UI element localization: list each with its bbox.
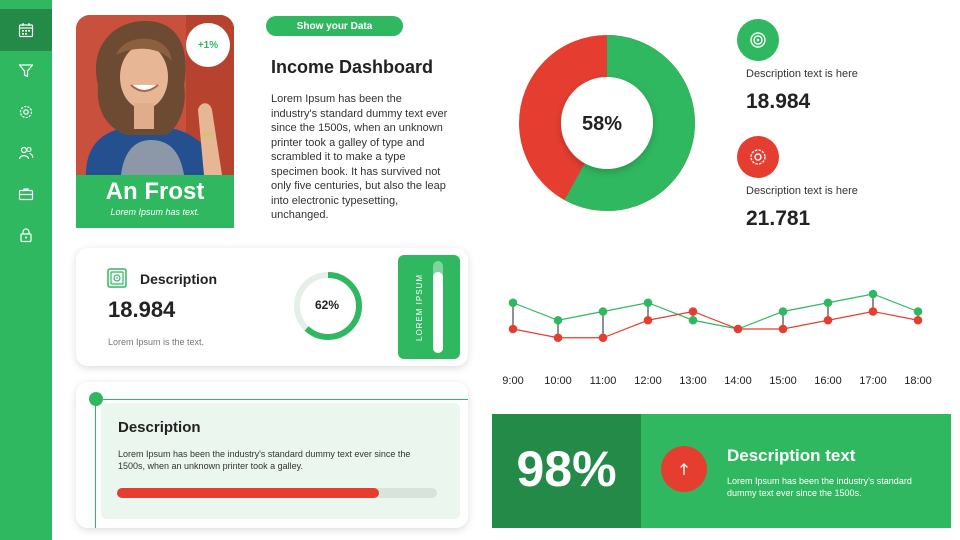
progress-ring-small [294,272,362,340]
vertical-progress-label-wrap: LOREM IPSUM [406,262,432,352]
card2-title: Description [118,419,201,436]
chart-point-series-1 [868,289,878,299]
chart-point-series-2 [913,315,923,325]
chart-x-tick-label: 17:00 [859,375,887,387]
page-title: Income Dashboard [271,57,434,77]
sidebar-item-briefcase[interactable] [0,173,52,215]
target-icon [750,32,766,48]
card2-accent-dot [89,392,103,406]
chart-point-series-1 [643,298,653,308]
stat-1-value: 18.984 [746,90,811,113]
card2-accent-line-horizontal [95,399,468,400]
sidebar-item-calendar[interactable] [0,9,52,51]
chart-point-series-1 [508,298,518,308]
users-icon [18,146,34,160]
sidebar-item-users[interactable] [0,132,52,174]
banner-text: Lorem Ipsum has been the industry's stan… [727,476,912,498]
chart-x-tick-label: 18:00 [904,375,932,387]
vertical-progress-label: LOREM IPSUM [414,273,424,341]
growth-badge: +1% [186,23,230,67]
profile-subtitle: Lorem Ipsum has text. [110,207,200,217]
gear-badge-icon [750,149,766,165]
chart-point-series-1 [688,315,698,325]
progress-ring-small-label: 62% [314,298,340,312]
vertical-progress-fill [433,272,443,353]
chart-x-tick-label: 15:00 [769,375,797,387]
vertical-progress-tile [398,255,460,359]
chart-x-tick-label: 12:00 [634,375,662,387]
chart-point-series-1 [913,307,923,316]
show-data-button[interactable]: Show your Data [266,16,403,36]
chart-point-series-2 [643,315,653,325]
chart-x-tick-label: 16:00 [814,375,842,387]
banner-percent-panel [492,414,641,528]
stat-2-value: 21.781 [746,207,811,230]
chart-x-tick-label: 10:00 [544,375,572,387]
arrow-up-icon [680,463,688,475]
card2-progress-track [117,488,437,498]
banner-percent: 98% [516,441,617,497]
up-arrow-badge [661,446,707,492]
lock-icon [20,228,32,243]
donut-center [561,77,653,169]
stat-1-desc: Description text is here [746,68,858,80]
sidebar-item-settings[interactable] [0,91,52,133]
chart-x-tick-label: 14:00 [724,375,752,387]
donut-label: 58% [581,113,623,135]
profile-name: An Frost [105,178,205,205]
donut-value-arc [519,35,695,211]
sidebar-item-filter[interactable] [0,50,52,92]
chart-point-series-2 [598,333,608,343]
line-chart: 9:00 10:00 11:00 12:00 13:00 14:00 15:00 16:00 1… [502,289,932,387]
chart-x-tick-label: 13:00 [679,375,707,387]
sidebar-item-lock[interactable] [0,214,52,256]
description-card-note: Lorem Ipsum is the text. [108,337,205,347]
chart-point-series-2 [688,307,698,316]
donut-chart [519,35,695,211]
chart-point-series-1 [598,307,608,316]
chart-point-series-2 [868,307,878,316]
stat-2-badge [737,136,779,178]
card2-inner-panel [101,403,460,519]
progress-ring-small-arc [294,272,362,340]
card2-accent-line-vertical [95,399,96,528]
chart-x-tick-label: 11:00 [590,375,617,387]
card2-text: Lorem Ipsum has been the industry's stan… [118,449,411,471]
description-card-title: Description [140,271,218,287]
chart-point-series-2 [553,333,563,343]
banner-title: Description text [727,446,856,465]
card2-progress-fill [117,488,380,498]
stat-1-badge [737,19,779,61]
chart-point-series-1 [823,298,833,308]
stat-2-desc: Description text is here [746,185,858,197]
chart-series-line-2 [512,310,919,339]
filter-icon [18,64,34,78]
profile-name-plate: An Frost Lorem Ipsum has text. [76,175,234,228]
woman-portrait-image [76,15,234,175]
description-card-value: 18.984 [108,297,176,322]
intro-text: Lorem Ipsum has been the industry's stan… [271,93,448,221]
chart-x-tick-label: 9:00 [502,375,523,387]
chart-point-series-2 [508,324,518,334]
chart-point-series-2 [778,324,788,334]
safe-icon [107,268,127,288]
chart-point-series-2 [733,324,743,334]
chart-point-series-1 [778,307,788,316]
vertical-progress-track [433,261,443,353]
chart-series-line-1 [512,293,919,330]
briefcase-icon [18,188,34,201]
chart-point-series-1 [553,315,563,325]
settings-icon [19,105,33,119]
calendar-icon [18,23,34,38]
chart-point-series-2 [823,315,833,325]
sidebar [0,0,52,540]
